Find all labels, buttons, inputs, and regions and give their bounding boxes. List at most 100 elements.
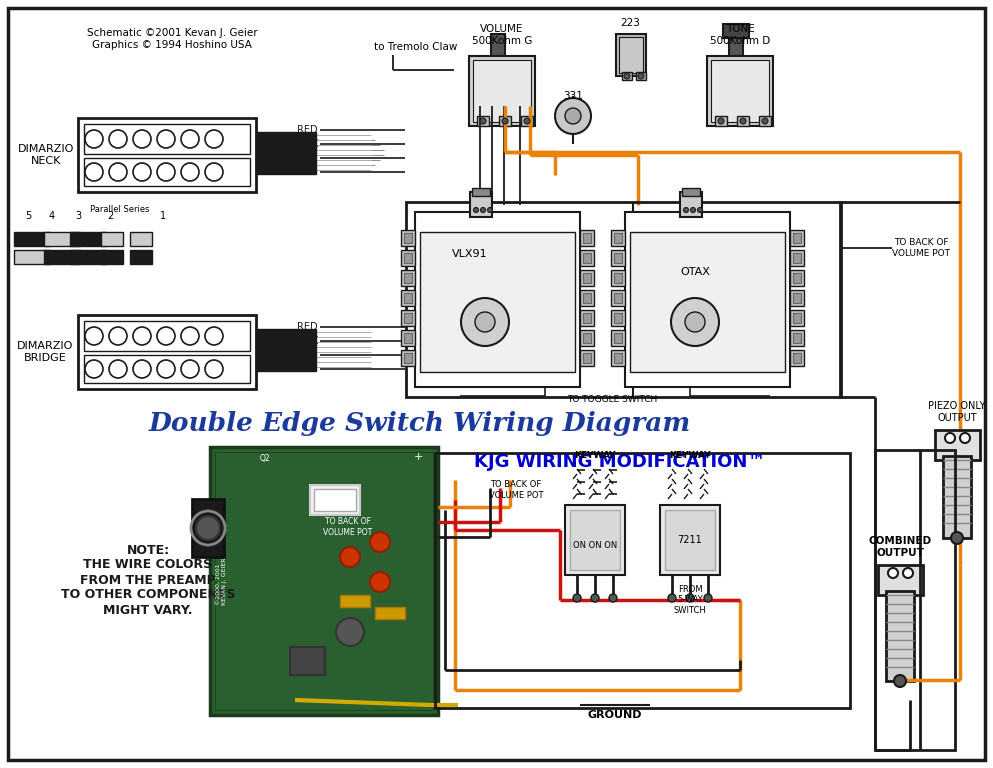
Text: TO BACK OF
VOLUME POT: TO BACK OF VOLUME POT	[324, 518, 372, 537]
Bar	[84, 321, 250, 351]
Bar	[404, 273, 412, 283]
Text: NOTE:
THE WIRE COLORS
FROM THE PREAMP
TO OTHER COMPONENTS
MIGHT VARY.: NOTE: THE WIRE COLORS FROM THE PREAMP TO…	[61, 544, 235, 617]
Text: RED: RED	[297, 125, 318, 135]
Bar	[401, 250, 415, 266]
Circle shape	[762, 118, 768, 124]
Text: Parallel Series: Parallel Series	[90, 206, 150, 214]
Bar	[630, 232, 785, 372]
Circle shape	[196, 516, 220, 540]
Circle shape	[638, 73, 644, 79]
Circle shape	[524, 118, 530, 124]
Bar	[793, 273, 801, 283]
Text: BLACK: BLACK	[286, 139, 318, 149]
Bar	[499, 116, 511, 126]
Circle shape	[109, 163, 127, 181]
Bar	[78, 315, 256, 389]
Bar	[70, 232, 106, 246]
Circle shape	[704, 594, 712, 602]
Bar	[375, 607, 405, 619]
Circle shape	[624, 73, 630, 79]
Text: 1: 1	[160, 211, 166, 221]
Bar	[793, 333, 801, 343]
Circle shape	[894, 675, 906, 687]
Circle shape	[133, 163, 151, 181]
Bar	[614, 313, 622, 323]
Bar	[680, 192, 702, 217]
Text: GREEN: GREEN	[284, 364, 318, 374]
Circle shape	[685, 312, 705, 332]
Bar	[192, 499, 224, 557]
Bar	[614, 333, 622, 343]
Circle shape	[555, 98, 591, 134]
Bar	[404, 313, 412, 323]
Text: PIEZO ONLY
OUTPUT: PIEZO ONLY OUTPUT	[928, 401, 986, 423]
Circle shape	[181, 130, 199, 148]
Bar	[404, 233, 412, 243]
Circle shape	[668, 594, 676, 602]
Circle shape	[502, 118, 508, 124]
Text: 5: 5	[25, 211, 31, 221]
Text: Double Edge Switch Wiring Diagram: Double Edge Switch Wiring Diagram	[149, 412, 691, 436]
Circle shape	[690, 207, 695, 213]
Bar	[729, 34, 743, 56]
Circle shape	[109, 327, 127, 345]
Bar	[580, 270, 594, 286]
Circle shape	[475, 312, 495, 332]
Circle shape	[205, 163, 223, 181]
Bar	[707, 56, 773, 126]
Bar	[420, 232, 575, 372]
Bar	[44, 232, 80, 246]
Bar	[215, 452, 433, 710]
Bar	[401, 330, 415, 346]
Bar	[580, 230, 594, 246]
Circle shape	[683, 207, 688, 213]
Bar	[78, 118, 256, 192]
Bar	[401, 350, 415, 366]
Bar	[84, 158, 250, 186]
Bar	[290, 647, 325, 675]
Text: TO BACK OF
VOLUME POT: TO BACK OF VOLUME POT	[892, 238, 950, 258]
Bar	[84, 124, 250, 154]
Circle shape	[370, 572, 390, 592]
Bar	[711, 60, 769, 122]
Bar	[256, 329, 316, 371]
Bar	[401, 230, 415, 246]
Circle shape	[109, 130, 127, 148]
Bar	[583, 293, 591, 303]
Text: 3: 3	[74, 211, 81, 221]
Text: WHITE: WHITE	[286, 153, 318, 163]
Bar	[84, 355, 250, 383]
Bar	[790, 250, 804, 266]
Circle shape	[740, 118, 746, 124]
Bar	[130, 250, 152, 264]
Bar	[583, 273, 591, 283]
Text: Q2: Q2	[260, 455, 270, 464]
Bar	[340, 595, 370, 607]
Bar	[565, 505, 625, 575]
Bar	[580, 350, 594, 366]
Circle shape	[697, 207, 702, 213]
Text: RED: RED	[297, 322, 318, 332]
Text: OTAX: OTAX	[680, 267, 710, 277]
Circle shape	[85, 163, 103, 181]
Bar	[101, 250, 123, 264]
Bar	[878, 565, 923, 595]
Circle shape	[133, 360, 151, 378]
Circle shape	[157, 360, 175, 378]
Bar	[580, 250, 594, 266]
Bar	[70, 250, 106, 264]
Bar	[14, 250, 50, 264]
Text: 331: 331	[563, 91, 583, 101]
Text: VLX91: VLX91	[452, 249, 488, 259]
Bar	[401, 290, 415, 306]
Bar	[404, 253, 412, 263]
Bar	[793, 293, 801, 303]
Text: TO BACK OF
VOLUME POT: TO BACK OF VOLUME POT	[489, 480, 543, 500]
Bar	[793, 233, 801, 243]
Circle shape	[133, 130, 151, 148]
Bar	[611, 270, 625, 286]
Bar	[580, 310, 594, 326]
Circle shape	[85, 327, 103, 345]
Text: TO TOGGLE SWITCH: TO TOGGLE SWITCH	[567, 395, 657, 403]
Circle shape	[488, 207, 493, 213]
